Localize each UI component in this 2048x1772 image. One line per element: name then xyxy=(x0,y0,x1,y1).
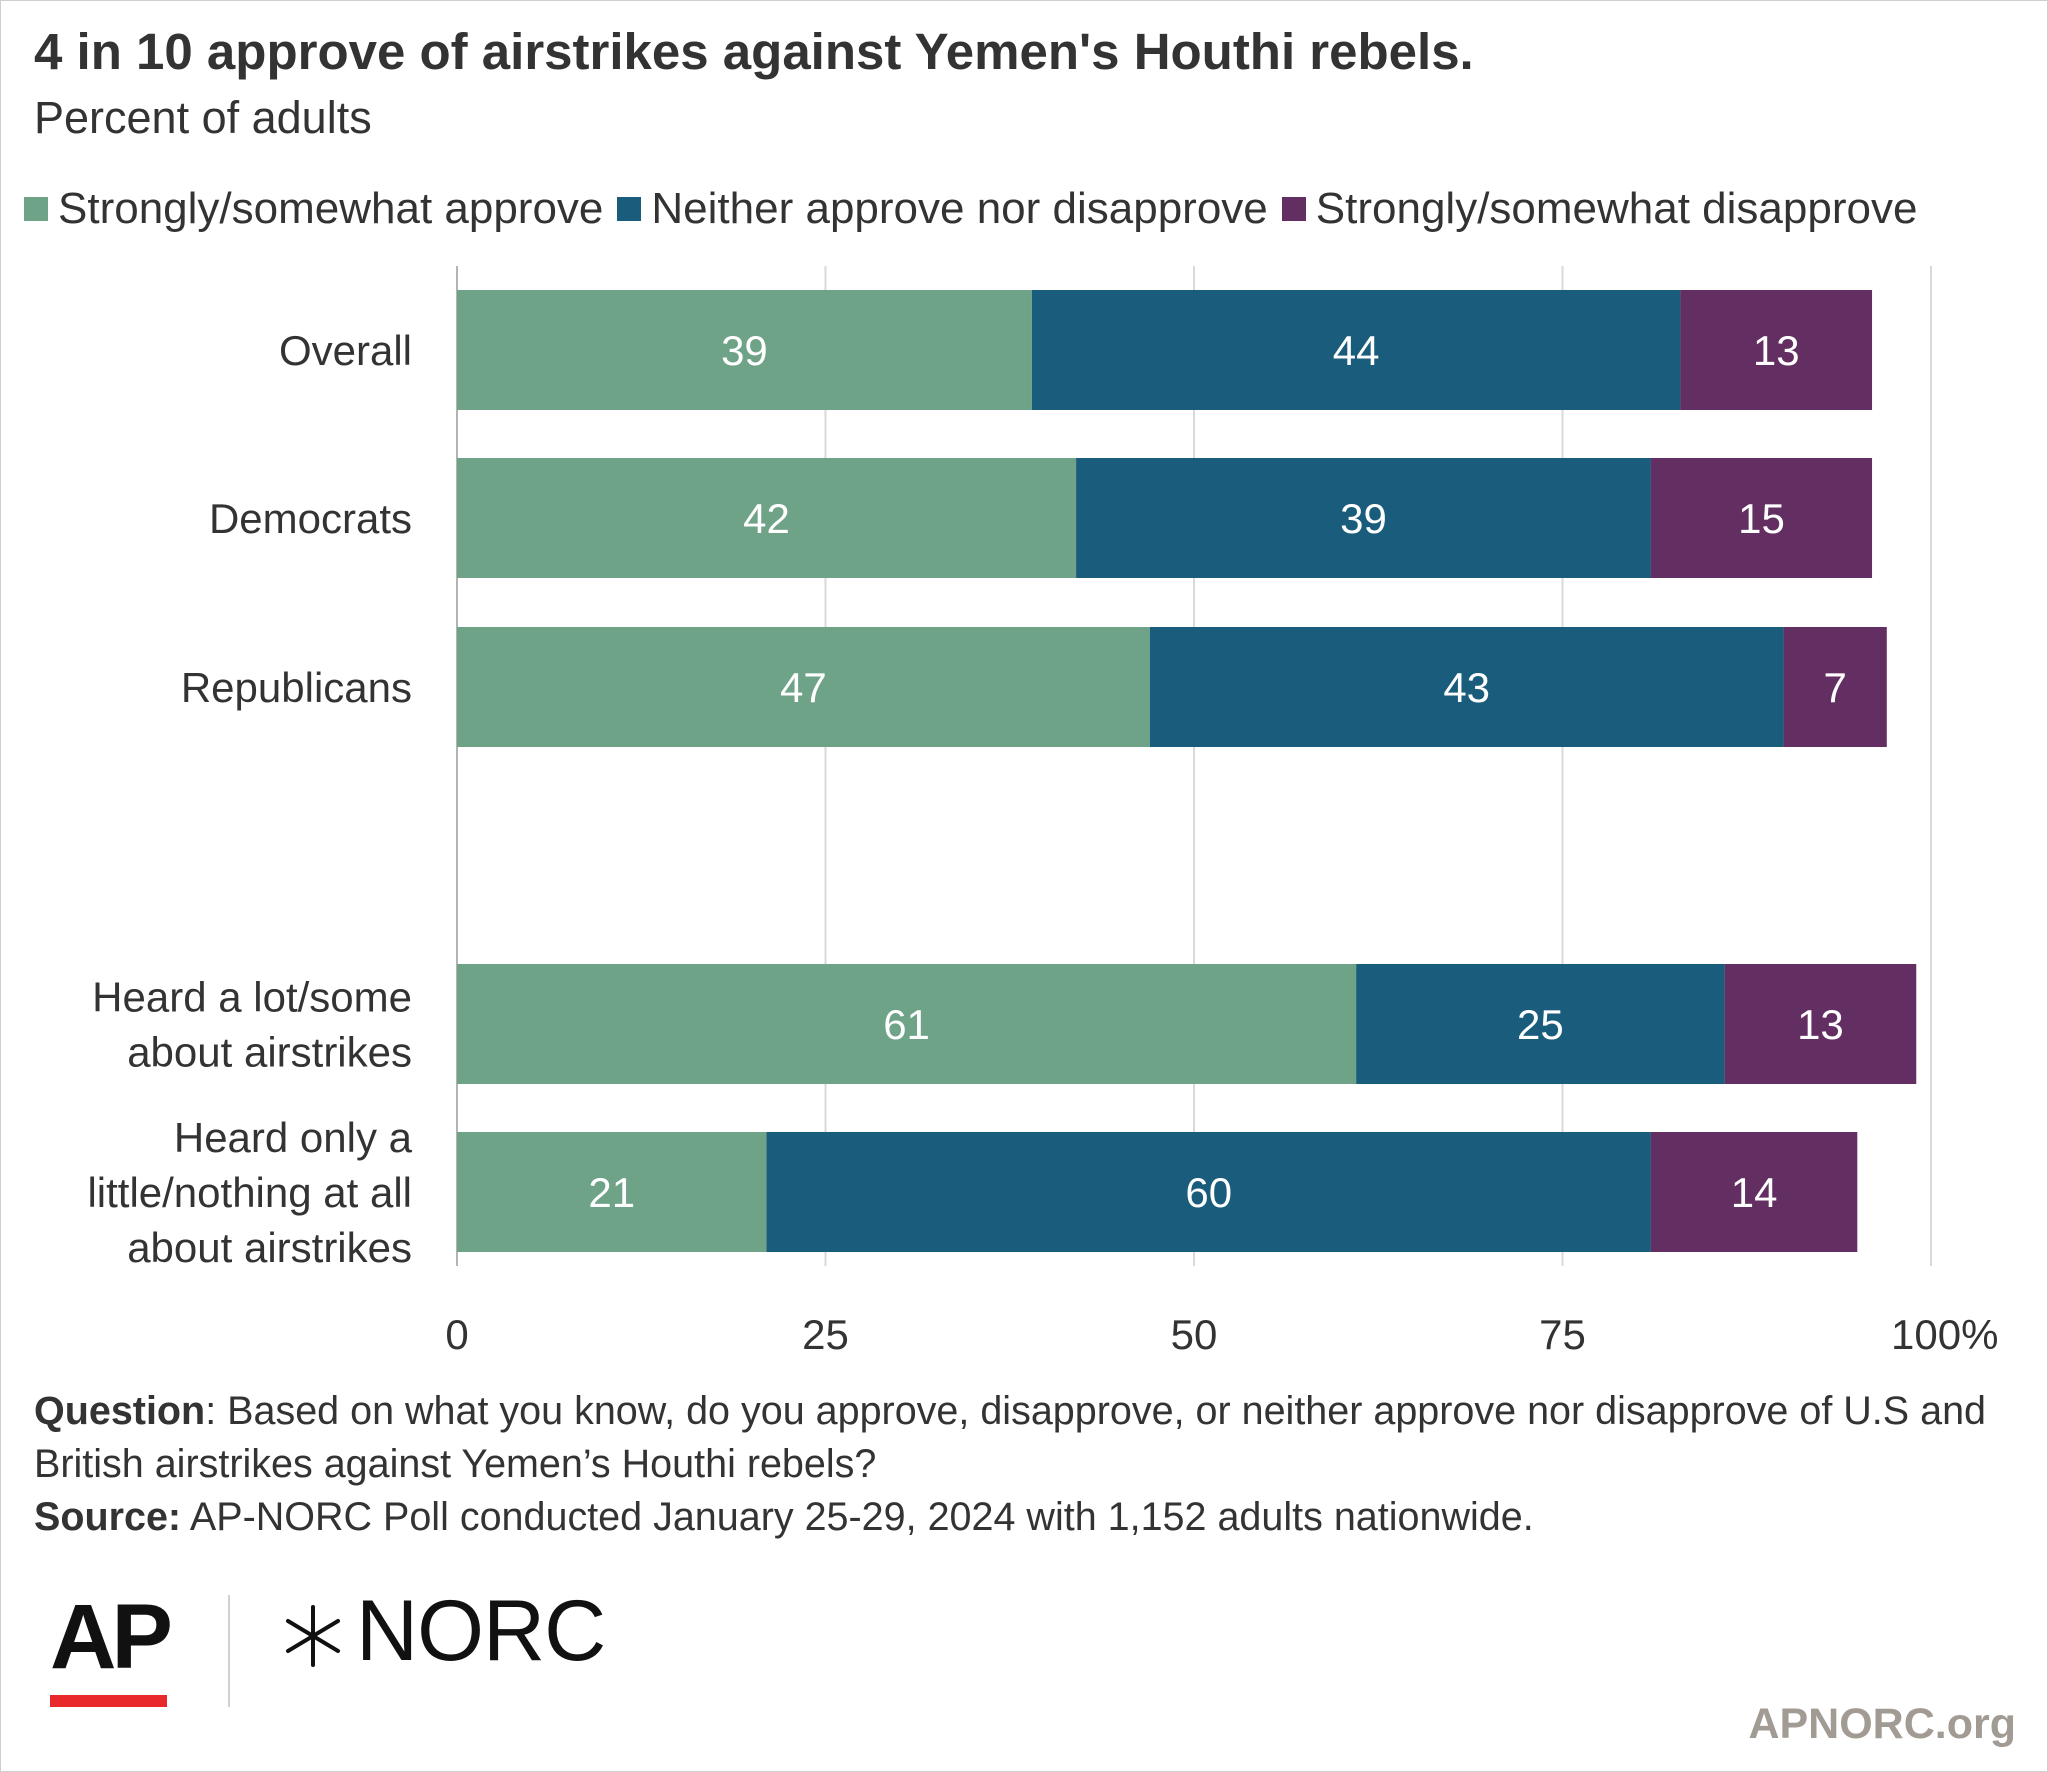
source-text: AP-NORC Poll conducted January 25-29, 20… xyxy=(181,1495,1534,1539)
bar-segment xyxy=(1149,627,1784,747)
legend-label-neither: Neither approve nor disapprove xyxy=(651,184,1268,233)
legend-swatch-disapprove xyxy=(1281,197,1306,221)
bar-segment xyxy=(1680,290,1873,410)
category-label: Republicans xyxy=(181,664,412,711)
category-label: Heard only a xyxy=(174,1114,413,1161)
category-label: about airstrikes xyxy=(127,1224,412,1271)
chart-subtitle: Percent of adults xyxy=(34,92,372,143)
legend-item-disapprove: Strongly/somewhat disapprove xyxy=(1281,184,1918,234)
bar-segment xyxy=(457,627,1150,747)
data-label: 14 xyxy=(1731,1169,1778,1216)
x-tick-label: 25 xyxy=(802,1311,849,1358)
legend: Strongly/somewhat approve Neither approv… xyxy=(24,183,1931,235)
data-label: 43 xyxy=(1443,664,1490,711)
chart-title: 4 in 10 approve of airstrikes against Ye… xyxy=(34,23,1474,80)
question-label: Question xyxy=(34,1389,206,1433)
bar-segment xyxy=(766,1132,1651,1252)
data-label: 39 xyxy=(721,327,768,374)
legend-swatch-approve xyxy=(24,197,48,221)
x-tick-label: 50 xyxy=(1171,1311,1218,1358)
bar-segment xyxy=(457,1132,767,1252)
bar-chart: 39 44 13 Overall 42 39 15 Democrats 47 43 7 Republi… xyxy=(87,266,1998,1358)
ap-logo-bar xyxy=(50,1695,167,1707)
logo-divider xyxy=(228,1595,230,1707)
data-label: 25 xyxy=(1517,1001,1564,1048)
category-label: about airstrikes xyxy=(127,1029,412,1076)
legend-item-approve: Strongly/somewhat approve xyxy=(24,184,603,234)
legend-label-disapprove: Strongly/somewhat disapprove xyxy=(1315,184,1918,233)
norc-star-icon xyxy=(286,1605,340,1667)
data-label: 61 xyxy=(883,1001,930,1048)
category-label: Overall xyxy=(279,327,412,374)
legend-swatch-neither xyxy=(617,197,642,221)
category-label: Heard a lot/some xyxy=(92,974,412,1021)
data-label: 44 xyxy=(1333,327,1380,374)
bar-segment xyxy=(1650,1132,1858,1252)
bar-segment xyxy=(457,964,1357,1084)
website-label: APNORC.org xyxy=(1748,1700,2016,1748)
source-label: Source: xyxy=(34,1495,182,1539)
ap-logo: AP xyxy=(50,1586,173,1688)
category-label: little/nothing at all xyxy=(87,1169,412,1216)
data-label: 39 xyxy=(1340,495,1387,542)
legend-label-approve: Strongly/somewhat approve xyxy=(58,184,604,233)
norc-logo: NORC xyxy=(356,1583,606,1679)
bar-segment xyxy=(457,290,1032,410)
bar-segment xyxy=(1031,290,1681,410)
data-label: 13 xyxy=(1797,1001,1844,1048)
data-label: 47 xyxy=(780,664,827,711)
data-label: 21 xyxy=(588,1169,635,1216)
footnote: Question: Based on what you know, do you… xyxy=(34,1385,2024,1544)
bar-segment xyxy=(1783,627,1887,747)
x-tick-label: 0 xyxy=(445,1311,468,1358)
data-label: 42 xyxy=(743,495,790,542)
x-tick-label: 75 xyxy=(1539,1311,1586,1358)
data-label: 13 xyxy=(1753,327,1800,374)
bar-segment xyxy=(1356,964,1725,1084)
data-label: 60 xyxy=(1185,1169,1232,1216)
x-tick-label: 100% xyxy=(1891,1311,1998,1358)
category-label: Democrats xyxy=(209,495,412,542)
bar-segment xyxy=(1076,458,1651,578)
bar-segment xyxy=(1650,458,1873,578)
question-text: : Based on what you know, do you approve… xyxy=(34,1389,1987,1486)
legend-item-neither: Neither approve nor disapprove xyxy=(617,184,1268,234)
bar-segment xyxy=(457,458,1077,578)
data-label: 7 xyxy=(1824,664,1847,711)
data-label: 15 xyxy=(1738,495,1785,542)
bar-segment xyxy=(1724,964,1917,1084)
